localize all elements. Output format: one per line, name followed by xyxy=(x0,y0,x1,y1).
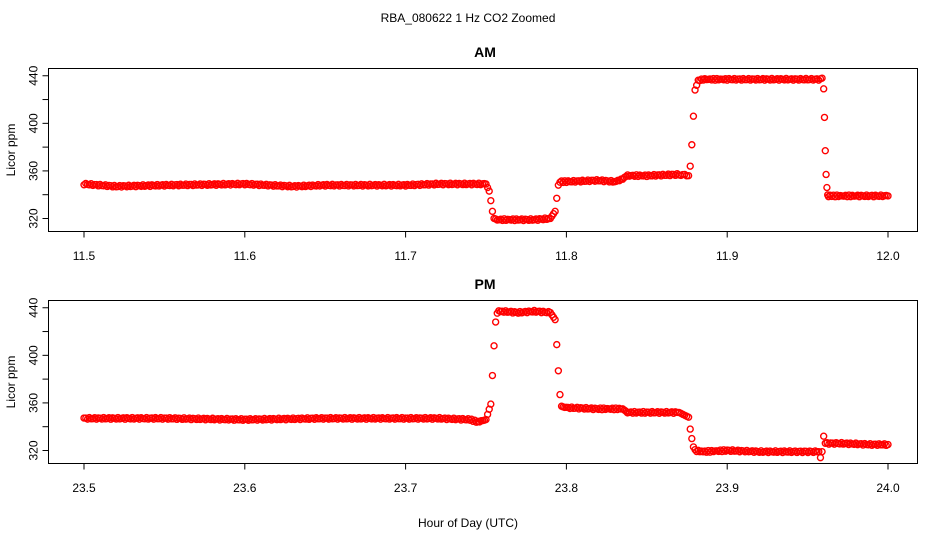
plot-frame xyxy=(48,300,918,464)
y-tick-label: 360 xyxy=(27,393,41,413)
data-point xyxy=(821,146,829,155)
data-point xyxy=(823,183,831,192)
x-tick-label: 11.9 xyxy=(716,249,739,263)
data-point xyxy=(819,432,828,440)
data-point xyxy=(630,407,639,416)
y-tick-label: 440 xyxy=(27,297,41,317)
data-point xyxy=(485,187,493,195)
y-tick-label: 320 xyxy=(27,208,41,228)
data-point xyxy=(686,425,694,433)
data-point xyxy=(720,446,728,454)
data-point xyxy=(884,440,892,449)
data-point xyxy=(818,74,826,82)
data-point xyxy=(488,371,497,380)
data-point xyxy=(622,407,630,415)
y-axis-label: Licor ppm xyxy=(4,124,18,177)
x-tick-label: 11.6 xyxy=(234,249,257,263)
data-point xyxy=(634,172,642,181)
data-point xyxy=(551,315,559,324)
figure-title: RBA_080622 1 Hz CO2 Zoomed xyxy=(381,11,556,25)
data-point xyxy=(688,141,696,149)
data-point xyxy=(686,162,694,170)
data-point xyxy=(554,367,563,375)
y-tick-label: 320 xyxy=(27,440,41,460)
x-tick-label: 12.0 xyxy=(876,249,900,263)
x-tick-label: 23.8 xyxy=(555,481,579,495)
y-axis: 320 360 400 440 xyxy=(27,65,49,229)
data-point xyxy=(684,413,693,421)
x-tick-label: 23.9 xyxy=(716,481,740,495)
data-point xyxy=(551,207,559,216)
data-point xyxy=(691,86,699,94)
data-point xyxy=(820,113,829,122)
data-point xyxy=(884,192,892,200)
y-tick-label: 400 xyxy=(27,345,41,365)
y-tick-label: 440 xyxy=(27,65,41,85)
x-axis: 11.5 11.6 11.7 11.8 11.9 12.0 xyxy=(73,231,900,263)
data-point xyxy=(688,434,696,443)
y-axis: 320 360 400 440 xyxy=(27,297,49,461)
y-tick-label: 360 xyxy=(27,161,41,181)
data-point xyxy=(607,176,615,185)
data-point xyxy=(553,340,561,349)
panel-title: PM xyxy=(475,276,496,292)
data-points xyxy=(80,306,892,462)
plot-frame xyxy=(48,68,918,232)
data-point xyxy=(490,342,498,350)
data-point xyxy=(880,440,889,448)
data-point xyxy=(684,171,693,180)
panel-am: AM Licor ppm 11.5 11.6 11.7 11.8 11.9 12.0 32… xyxy=(4,44,918,263)
x-tick-label: 11.8 xyxy=(555,249,578,263)
x-tick-label: 11.5 xyxy=(73,249,96,263)
data-point xyxy=(553,194,561,202)
data-point xyxy=(822,170,830,179)
data-point xyxy=(488,207,497,216)
data-point xyxy=(818,447,826,456)
x-axis: 23.5 23.6 23.7 23.8 23.9 24.0 xyxy=(72,463,900,495)
panel-title: AM xyxy=(474,44,496,60)
panel-pm: PM Licor ppm 23.5 23.6 23.7 23.8 23.9 24.0 32… xyxy=(4,276,918,495)
x-tick-label: 24.0 xyxy=(876,481,900,495)
data-point xyxy=(846,192,855,201)
data-point xyxy=(816,453,825,462)
x-axis-label: Hour of Day (UTC) xyxy=(418,516,518,530)
x-tick-label: 11.7 xyxy=(394,249,417,263)
data-point xyxy=(491,318,500,326)
data-point xyxy=(561,177,569,185)
data-point xyxy=(833,191,841,199)
x-tick-label: 23.5 xyxy=(72,481,96,495)
data-point xyxy=(699,76,707,84)
data-point xyxy=(487,400,495,408)
x-tick-label: 23.6 xyxy=(233,481,257,495)
data-points xyxy=(80,74,892,225)
data-point xyxy=(600,404,608,412)
data-point xyxy=(689,112,698,120)
y-tick-label: 400 xyxy=(27,113,41,133)
data-point xyxy=(487,196,495,205)
data-point xyxy=(483,183,492,192)
y-axis-label: Licor ppm xyxy=(4,356,18,409)
data-point xyxy=(556,390,564,399)
x-tick-label: 23.7 xyxy=(394,481,418,495)
data-point xyxy=(819,85,828,93)
data-point xyxy=(482,180,490,188)
